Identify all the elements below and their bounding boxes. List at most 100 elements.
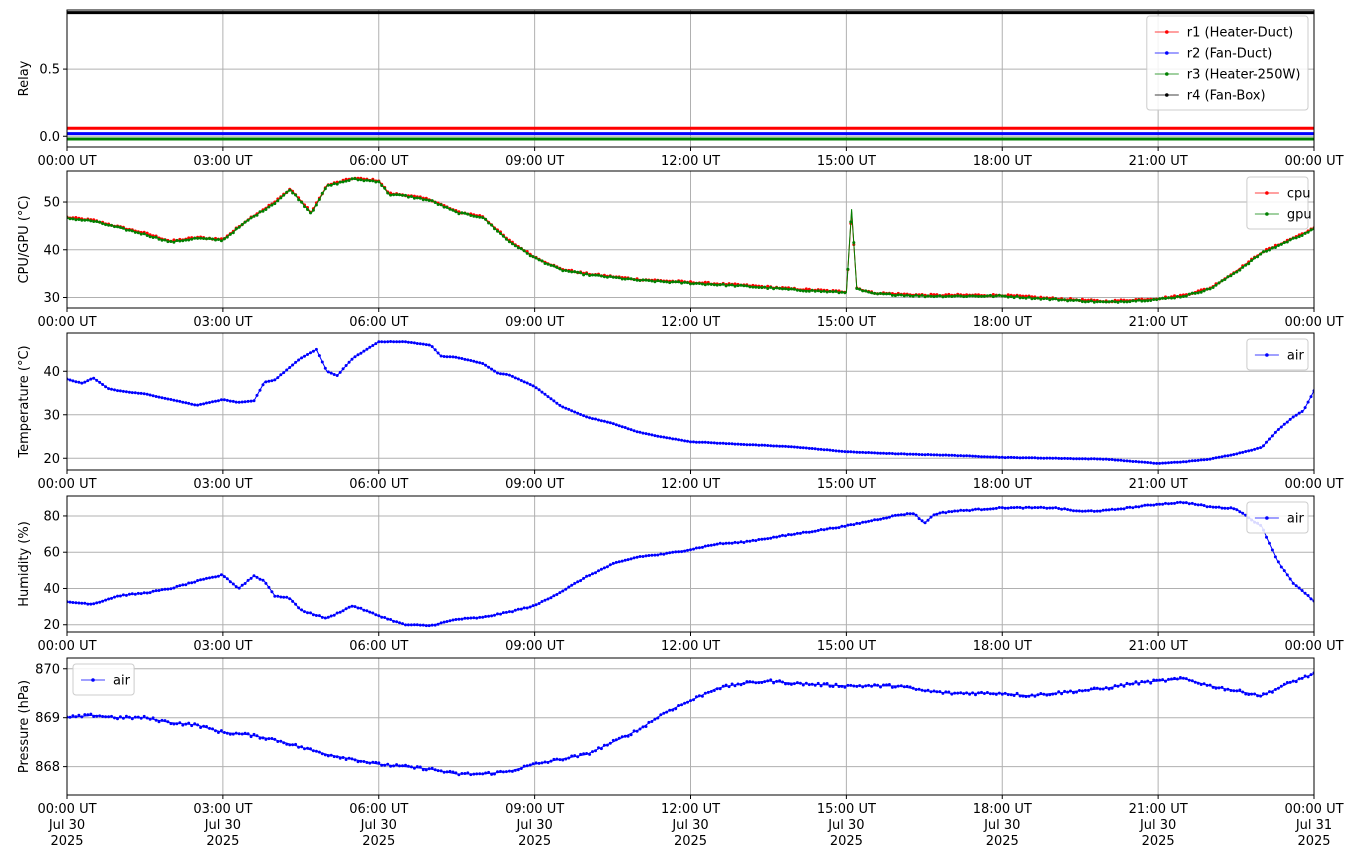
legend-box xyxy=(1146,15,1309,111)
data-point xyxy=(383,763,387,767)
data-point xyxy=(418,342,422,346)
data-point xyxy=(950,510,954,514)
data-point xyxy=(766,537,770,541)
data-point xyxy=(1253,447,1257,451)
data-point xyxy=(689,282,692,286)
data-point xyxy=(1063,507,1067,511)
data-point xyxy=(1270,434,1274,438)
data-point xyxy=(1170,677,1173,681)
data-point xyxy=(427,767,431,771)
data-point xyxy=(130,391,134,395)
data-point xyxy=(525,251,529,255)
data-point xyxy=(1104,457,1108,461)
data-point xyxy=(398,621,401,625)
data-point xyxy=(478,772,482,776)
data-point xyxy=(715,542,719,546)
data-point xyxy=(620,425,624,429)
data-point xyxy=(1202,458,1206,462)
data-point xyxy=(89,377,93,381)
data-point xyxy=(757,286,761,289)
data-point xyxy=(240,223,244,226)
data-point xyxy=(1086,300,1090,304)
data-point xyxy=(956,691,960,695)
x-tick-label: 09:00 UT xyxy=(505,639,564,654)
data-point xyxy=(873,451,877,455)
legend-marker xyxy=(1165,51,1169,55)
data-point xyxy=(359,178,363,182)
data-point xyxy=(1125,681,1129,685)
data-point xyxy=(641,431,645,435)
data-point xyxy=(359,759,363,763)
plot-area xyxy=(67,11,1314,141)
data-point xyxy=(567,269,571,273)
data-point xyxy=(1060,457,1064,460)
data-point xyxy=(531,604,535,608)
data-point xyxy=(154,718,158,722)
data-point xyxy=(353,758,357,762)
data-point xyxy=(638,555,642,558)
data-point xyxy=(908,294,912,298)
x-tick-label: 18:00 UT Jul 30 2025 xyxy=(973,802,1032,849)
data-point xyxy=(968,692,972,696)
data-point xyxy=(258,210,262,214)
data-point xyxy=(95,220,99,223)
data-point xyxy=(703,283,707,287)
data-point xyxy=(858,522,862,525)
data-point xyxy=(409,195,413,198)
data-point xyxy=(831,290,835,294)
data-point xyxy=(718,441,722,445)
data-point xyxy=(1083,509,1087,513)
data-point xyxy=(1006,693,1010,697)
data-point xyxy=(1066,299,1070,303)
data-point xyxy=(525,606,529,610)
data-point xyxy=(142,591,146,595)
data-point xyxy=(1113,458,1117,462)
data-point xyxy=(1122,684,1126,688)
data-point xyxy=(994,294,998,298)
data-point xyxy=(932,513,936,517)
data-point xyxy=(335,755,339,759)
x-tick-label: 15:00 UT xyxy=(817,154,876,169)
data-point xyxy=(1089,509,1093,513)
data-point xyxy=(941,295,945,299)
data-point xyxy=(519,379,523,382)
data-point xyxy=(546,262,550,266)
x-tick-label: 00:00 UT xyxy=(37,154,96,169)
data-point xyxy=(219,239,223,243)
data-point xyxy=(1101,687,1105,691)
data-point xyxy=(822,289,826,293)
data-point xyxy=(71,714,75,718)
data-point xyxy=(899,452,903,456)
data-point xyxy=(810,447,814,450)
data-point xyxy=(347,179,351,182)
data-point xyxy=(650,720,654,723)
data-point xyxy=(950,295,954,298)
data-point xyxy=(971,454,975,458)
data-point xyxy=(1104,686,1108,690)
data-point xyxy=(585,574,589,578)
data-point xyxy=(1288,238,1292,242)
data-point xyxy=(130,229,134,233)
data-point xyxy=(929,515,933,519)
data-point xyxy=(377,340,381,344)
data-point xyxy=(801,289,805,293)
data-point xyxy=(484,217,488,221)
data-point xyxy=(760,443,764,447)
data-point xyxy=(1223,506,1227,510)
data-point xyxy=(813,447,817,451)
data-point xyxy=(1015,691,1019,695)
data-point xyxy=(579,579,583,583)
data-point xyxy=(1164,679,1167,683)
data-point xyxy=(789,682,793,686)
data-point xyxy=(653,553,657,557)
data-point xyxy=(846,683,850,687)
data-point xyxy=(154,395,158,398)
data-point xyxy=(341,367,345,371)
data-point xyxy=(611,561,615,565)
data-point xyxy=(481,362,485,365)
data-point xyxy=(276,199,280,203)
data-point xyxy=(436,203,440,206)
data-point xyxy=(549,263,553,267)
data-point xyxy=(409,765,413,769)
data-point xyxy=(546,395,550,399)
